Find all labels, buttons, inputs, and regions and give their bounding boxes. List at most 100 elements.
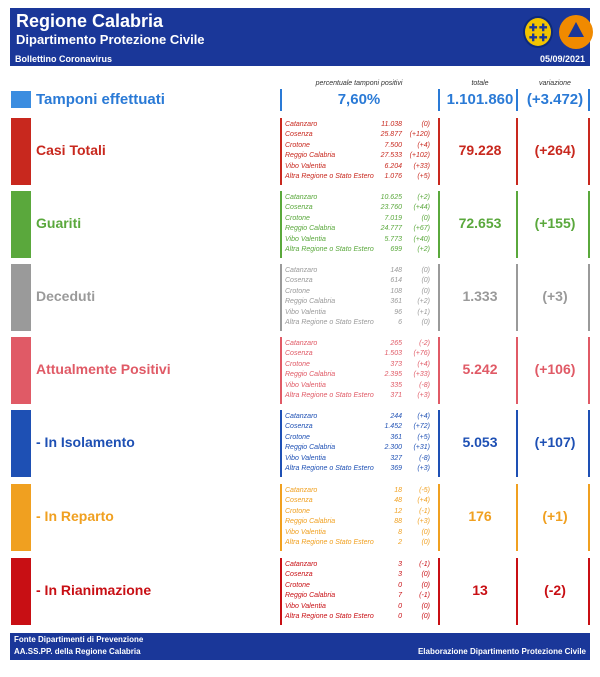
footer-source-line-1: Fonte Dipartimenti di Prevenzione (14, 635, 144, 644)
divider (588, 558, 590, 625)
divider (516, 484, 518, 551)
section-variation: (-2) (544, 582, 566, 598)
province-value: 2.395 (384, 371, 402, 379)
province-name: Catanzaro (285, 194, 318, 201)
section-color-bar (11, 264, 31, 331)
province-name: Vibo Valentia (285, 308, 326, 316)
divider (438, 118, 440, 185)
footer-source-line-2: AA.SS.PP. della Regione Calabria (14, 647, 141, 656)
section-label: Deceduti (36, 288, 96, 304)
section-label: - In Reparto (36, 508, 114, 524)
province-delta: (+72) (413, 423, 430, 431)
province-delta: (+4) (417, 497, 430, 505)
divider (588, 89, 590, 111)
province-row: Reggio Calabria 88 (+3) (282, 517, 434, 527)
province-value: 25.877 (380, 131, 402, 139)
province-name: Reggio Calabria (285, 225, 336, 233)
section-variation: (+155) (534, 215, 576, 231)
province-value: 1.452 (384, 423, 402, 431)
divider (516, 118, 518, 185)
province-delta: (+102) (409, 152, 430, 160)
province-delta: (+2) (417, 194, 430, 201)
footer-banner: Fonte Dipartimenti di Prevenzione AA.SS.… (10, 633, 590, 660)
province-delta: (+31) (413, 444, 430, 452)
province-delta: (0) (421, 602, 430, 610)
province-row: Crotone 361 (+5) (282, 433, 434, 443)
province-breakdown: Catanzaro 3 (-1) Cosenza 3 (0) Crotone 0 (0) Regg… (282, 560, 434, 623)
province-value: 2 (398, 539, 402, 546)
province-value: 48 (394, 497, 402, 505)
province-value: 1.076 (384, 173, 402, 180)
province-delta: (0) (421, 539, 430, 546)
province-delta: (+3) (417, 518, 430, 526)
province-value: 699 (390, 246, 402, 253)
province-row: Altra Regione o Stato Estero 0 (0) (282, 612, 434, 622)
province-row: Catanzaro 3 (-1) (282, 560, 434, 570)
province-value: 361 (390, 298, 402, 306)
province-name: Vibo Valentia (285, 528, 326, 536)
section-label: - In Rianimazione (36, 582, 152, 598)
divider (280, 118, 282, 185)
province-value: 0 (398, 581, 402, 589)
province-delta: (0) (421, 528, 430, 536)
section-total: 72.653 (458, 215, 502, 231)
province-row: Reggio Calabria 2.300 (+31) (282, 443, 434, 453)
total-column-heading: totale (471, 80, 489, 87)
province-breakdown: Catanzaro 265 (-2) Cosenza 1.503 (+76) Crotone… (282, 339, 434, 402)
province-delta: (-5) (419, 487, 430, 494)
province-value: 327 (390, 454, 402, 462)
province-delta: (+33) (413, 371, 430, 379)
province-name: Crotone (285, 433, 310, 441)
province-delta: (+3) (417, 465, 430, 472)
province-delta: (+2) (417, 298, 430, 306)
section-color-bar (11, 484, 31, 551)
divider (280, 410, 282, 477)
province-name: Vibo Valentia (285, 602, 326, 610)
province-name: Altra Regione o Stato Estero (285, 613, 374, 620)
section-label: - In Isolamento (36, 434, 135, 450)
divider (280, 264, 282, 331)
province-name: Altra Regione o Stato Estero (285, 319, 374, 326)
province-delta: (+67) (413, 225, 430, 233)
section-variation: (+3) (542, 288, 568, 304)
province-row: Cosenza 614 (0) (282, 276, 434, 286)
section-label: Attualmente Positivi (36, 361, 171, 377)
province-name: Crotone (285, 581, 310, 589)
divider (438, 191, 440, 258)
province-value: 96 (394, 308, 402, 316)
province-name: Altra Regione o Stato Estero (285, 539, 374, 546)
province-value: 27.533 (380, 152, 402, 160)
tamponi-label: Tamponi effettuati (36, 91, 165, 108)
province-value: 373 (390, 360, 402, 368)
province-row: Vibo Valentia 5.773 (+40) (282, 235, 434, 245)
section-variation: (+1) (542, 508, 568, 524)
province-delta: (+3) (417, 392, 430, 399)
section-color-bar (11, 191, 31, 258)
province-delta: (+1) (417, 308, 430, 316)
province-name: Altra Regione o Stato Estero (285, 173, 374, 180)
province-value: 3 (398, 561, 402, 568)
province-value: 361 (390, 433, 402, 441)
province-value: 1.503 (384, 350, 402, 358)
province-row: Vibo Valentia 335 (-8) (282, 381, 434, 391)
stat-section: - In Rianimazione Catanzaro 3 (-1) Cosenza 3 (… (0, 558, 600, 625)
province-row: Vibo Valentia 0 (0) (282, 602, 434, 612)
divider (516, 89, 518, 111)
province-name: Cosenza (285, 571, 313, 579)
province-row: Catanzaro 265 (-2) (282, 339, 434, 349)
province-breakdown: Catanzaro 244 (+4) Cosenza 1.452 (+72) Crotone… (282, 412, 434, 475)
province-value: 24.777 (380, 225, 402, 233)
province-row: Altra Regione o Stato Estero 699 (+2) (282, 245, 434, 255)
province-value: 88 (394, 518, 402, 526)
stat-section: Attualmente Positivi Catanzaro 265 (-2) Cose… (0, 337, 600, 404)
province-delta: (-2) (419, 340, 430, 347)
section-total: 1.333 (462, 288, 498, 304)
divider (438, 337, 440, 404)
province-delta: (-1) (419, 507, 430, 515)
province-row: Catanzaro 11.038 (0) (282, 120, 434, 130)
province-name: Altra Regione o Stato Estero (285, 246, 374, 253)
province-row: Altra Regione o Stato Estero 371 (+3) (282, 391, 434, 401)
province-row: Reggio Calabria 2.395 (+33) (282, 370, 434, 380)
province-name: Cosenza (285, 204, 313, 212)
province-row: Reggio Calabria 361 (+2) (282, 297, 434, 307)
